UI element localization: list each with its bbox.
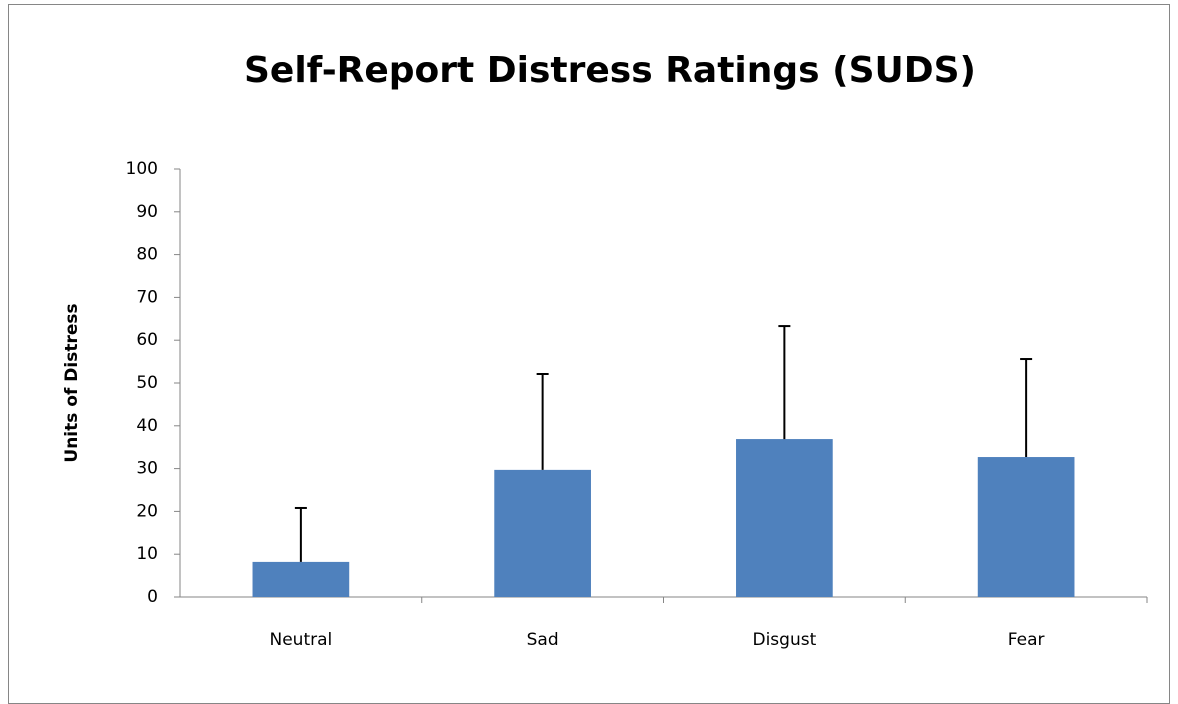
y-tick-label: 40	[136, 416, 158, 436]
error-bar	[1020, 358, 1033, 458]
bar	[977, 457, 1075, 597]
bar	[494, 469, 591, 597]
y-tick-label: 60	[136, 330, 158, 350]
error-bar	[778, 325, 791, 440]
y-tick-label: 90	[136, 202, 158, 222]
y-tick-label: 80	[136, 245, 158, 265]
chart-title: Self-Report Distress Ratings (SUDS)	[244, 50, 976, 91]
y-tick-label: 20	[136, 501, 158, 521]
y-tick-label: 10	[136, 544, 158, 564]
x-tick-label: Fear	[1008, 630, 1045, 650]
y-tick-label: 70	[136, 287, 158, 307]
y-tick-label: 100	[126, 159, 158, 179]
y-tick-label: 0	[147, 587, 158, 607]
bar	[736, 439, 833, 597]
chart-border	[8, 4, 1170, 704]
x-tick-label: Neutral	[270, 630, 333, 650]
y-tick-label: 30	[136, 459, 158, 479]
x-tick-label: Sad	[527, 630, 559, 650]
bar	[252, 561, 350, 597]
y-tick-label: 50	[136, 373, 158, 393]
error-bar	[294, 506, 307, 562]
x-tick-label: Disgust	[752, 630, 816, 650]
y-axis-label: Units of Distress	[62, 303, 82, 462]
error-bar	[536, 373, 549, 470]
